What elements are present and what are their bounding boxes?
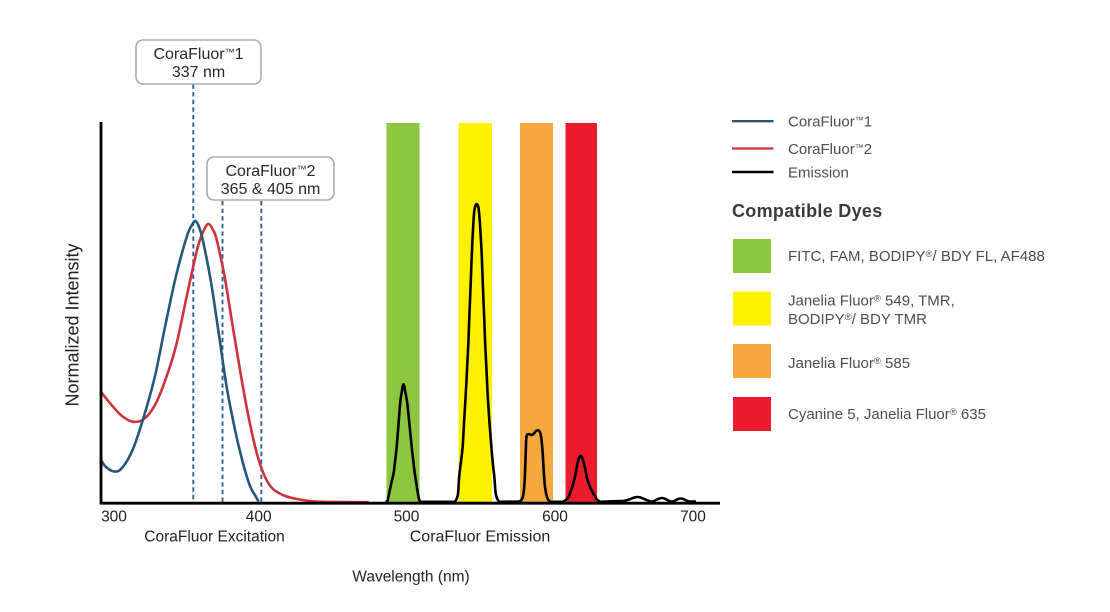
svg-text:CoraFluor Excitation: CoraFluor Excitation	[144, 529, 284, 546]
svg-text:700: 700	[680, 509, 706, 526]
svg-text:337 nm: 337 nm	[172, 64, 225, 81]
svg-text:500: 500	[394, 509, 420, 526]
svg-text:CoraFluor™1: CoraFluor™1	[788, 114, 872, 131]
svg-text:Compatible Dyes: Compatible Dyes	[732, 201, 883, 221]
svg-text:400: 400	[246, 509, 272, 526]
svg-text:CoraFluor™1: CoraFluor™1	[153, 46, 243, 63]
svg-text:CoraFluor™2: CoraFluor™2	[225, 163, 315, 180]
svg-text:600: 600	[542, 509, 568, 526]
svg-text:Wavelength (nm): Wavelength (nm)	[352, 569, 469, 586]
svg-text:FITC, FAM, BODIPY®/ BDY FL, AF: FITC, FAM, BODIPY®/ BDY FL, AF488	[788, 248, 1045, 265]
svg-text:Cyanine 5, Janelia Fluor® 635: Cyanine 5, Janelia Fluor® 635	[788, 406, 986, 423]
svg-text:365 & 405 nm: 365 & 405 nm	[221, 181, 321, 198]
svg-text:CoraFluor™2: CoraFluor™2	[788, 141, 872, 158]
svg-text:Janelia Fluor® 585: Janelia Fluor® 585	[788, 355, 910, 372]
svg-text:300: 300	[101, 509, 127, 526]
svg-text:Janelia Fluor® 549, TMR,: Janelia Fluor® 549, TMR,	[788, 293, 955, 310]
svg-text:Normalized Intensity: Normalized Intensity	[63, 243, 83, 406]
svg-text:Emission: Emission	[788, 164, 849, 181]
svg-text:BODIPY®/ BDY TMR: BODIPY®/ BDY TMR	[788, 311, 927, 328]
svg-text:CoraFluor Emission: CoraFluor Emission	[410, 529, 550, 546]
